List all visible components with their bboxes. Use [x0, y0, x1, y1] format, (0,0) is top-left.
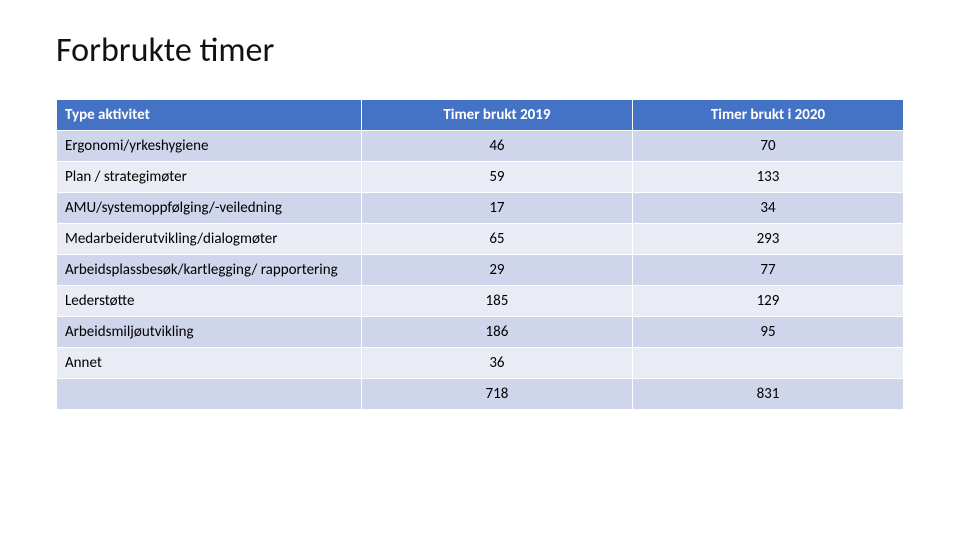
cell-2020: 831 — [632, 379, 903, 410]
cell-2020: 34 — [632, 193, 903, 224]
cell-2019: 36 — [361, 348, 632, 379]
table-row: Arbeidsmiljøutvikling 186 95 — [57, 317, 904, 348]
cell-activity: Ergonomi/yrkeshygiene — [57, 131, 362, 162]
col-header-2020: Timer brukt i 2020 — [632, 100, 903, 131]
col-header-2019: Timer brukt 2019 — [361, 100, 632, 131]
cell-2020: 70 — [632, 131, 903, 162]
cell-activity: Medarbeiderutvikling/dialogmøter — [57, 224, 362, 255]
cell-2020: 133 — [632, 162, 903, 193]
cell-2020: 293 — [632, 224, 903, 255]
cell-2019: 718 — [361, 379, 632, 410]
cell-activity: Arbeidsplassbesøk/kartlegging/ rapporter… — [57, 255, 362, 286]
cell-activity: Arbeidsmiljøutvikling — [57, 317, 362, 348]
cell-activity: Lederstøtte — [57, 286, 362, 317]
cell-2019: 46 — [361, 131, 632, 162]
cell-activity — [57, 379, 362, 410]
cell-2019: 29 — [361, 255, 632, 286]
page-title: Forbrukte timer — [56, 30, 904, 71]
cell-2020: 129 — [632, 286, 903, 317]
hours-table: Type aktivitet Timer brukt 2019 Timer br… — [56, 99, 904, 410]
table-row: Arbeidsplassbesøk/kartlegging/ rapporter… — [57, 255, 904, 286]
table-row: Medarbeiderutvikling/dialogmøter 65 293 — [57, 224, 904, 255]
cell-activity: AMU/systemoppfølging/-veiledning — [57, 193, 362, 224]
cell-2019: 186 — [361, 317, 632, 348]
table-row: Ergonomi/yrkeshygiene 46 70 — [57, 131, 904, 162]
cell-2019: 17 — [361, 193, 632, 224]
cell-activity: Annet — [57, 348, 362, 379]
table-row-total: 718 831 — [57, 379, 904, 410]
col-header-activity: Type aktivitet — [57, 100, 362, 131]
table-row: Lederstøtte 185 129 — [57, 286, 904, 317]
table-row: AMU/systemoppfølging/-veiledning 17 34 — [57, 193, 904, 224]
cell-2020 — [632, 348, 903, 379]
cell-2019: 59 — [361, 162, 632, 193]
slide: Forbrukte timer Type aktivitet Timer bru… — [0, 0, 960, 410]
cell-activity: Plan / strategimøter — [57, 162, 362, 193]
cell-2019: 65 — [361, 224, 632, 255]
cell-2020: 95 — [632, 317, 903, 348]
cell-2019: 185 — [361, 286, 632, 317]
table-header-row: Type aktivitet Timer brukt 2019 Timer br… — [57, 100, 904, 131]
table-row: Plan / strategimøter 59 133 — [57, 162, 904, 193]
cell-2020: 77 — [632, 255, 903, 286]
table-row: Annet 36 — [57, 348, 904, 379]
